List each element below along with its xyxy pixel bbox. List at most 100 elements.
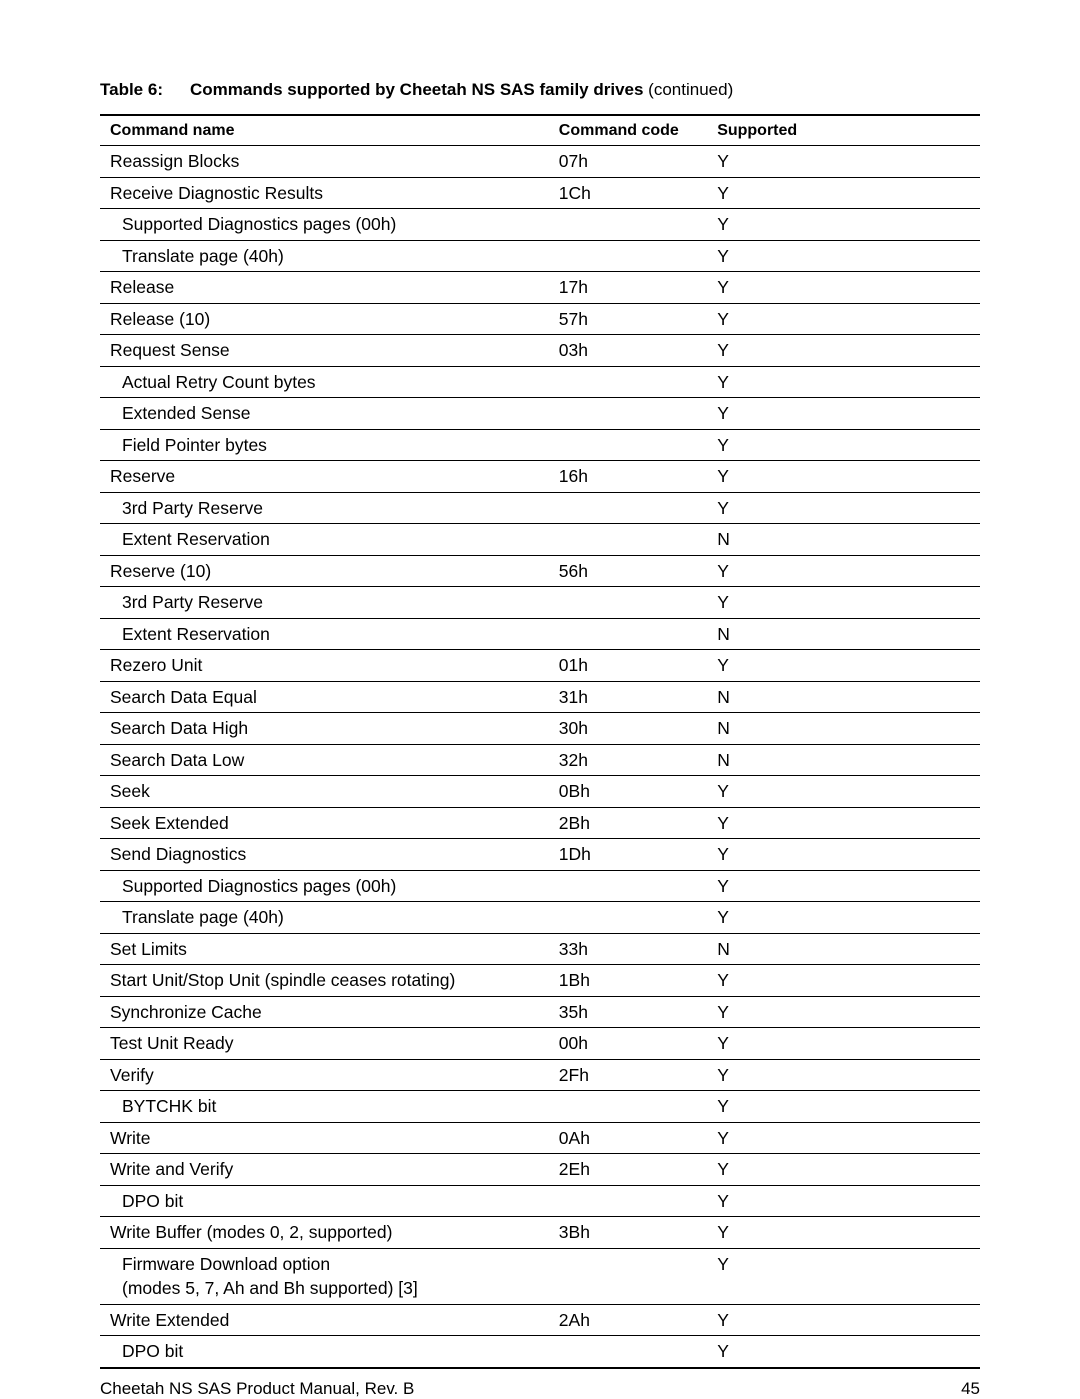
cell-command-code [549, 240, 707, 272]
cell-command-name: Receive Diagnostic Results [100, 177, 549, 209]
cell-command-name: Extent Reservation [100, 618, 549, 650]
cell-supported: Y [707, 1122, 980, 1154]
cell-command-code: 3Bh [549, 1217, 707, 1249]
table-header-row: Command name Command code Supported [100, 115, 980, 146]
cell-command-code [549, 1185, 707, 1217]
table-row: Search Data Equal31hN [100, 681, 980, 713]
cell-command-code [549, 524, 707, 556]
cell-command-name: Synchronize Cache [100, 996, 549, 1028]
page-footer: Cheetah NS SAS Product Manual, Rev. B 45 [100, 1368, 980, 1399]
cell-command-code: 1Ch [549, 177, 707, 209]
cell-supported: Y [707, 1217, 980, 1249]
cell-supported: Y [707, 461, 980, 493]
cell-supported: Y [707, 555, 980, 587]
cell-command-name: Search Data High [100, 713, 549, 745]
cell-supported: Y [707, 1304, 980, 1336]
cell-supported: N [707, 713, 980, 745]
cell-command-code: 2Bh [549, 807, 707, 839]
cell-supported: N [707, 681, 980, 713]
cell-command-code: 35h [549, 996, 707, 1028]
cell-supported: Y [707, 1028, 980, 1060]
cell-command-name: 3rd Party Reserve [100, 587, 549, 619]
cell-supported: Y [707, 429, 980, 461]
cell-command-code [549, 902, 707, 934]
cell-command-name: Release (10) [100, 303, 549, 335]
cell-command-name: Request Sense [100, 335, 549, 367]
table-row: Release17hY [100, 272, 980, 304]
cell-command-name: Set Limits [100, 933, 549, 965]
table-row: Write and Verify2EhY [100, 1154, 980, 1186]
cell-command-name: Test Unit Ready [100, 1028, 549, 1060]
table-row: Write Buffer (modes 0, 2, supported)3BhY [100, 1217, 980, 1249]
table-row: Write0AhY [100, 1122, 980, 1154]
table-row: Reserve (10)56hY [100, 555, 980, 587]
cell-supported: Y [707, 492, 980, 524]
table-row: Supported Diagnostics pages (00h) Y [100, 209, 980, 241]
cell-command-name: Write [100, 1122, 549, 1154]
footer-left: Cheetah NS SAS Product Manual, Rev. B [100, 1379, 414, 1399]
cell-supported: Y [707, 902, 980, 934]
cell-command-code: 0Bh [549, 776, 707, 808]
table-row: Reassign Blocks07hY [100, 146, 980, 178]
cell-command-code [549, 1336, 707, 1368]
table-row: Seek Extended2BhY [100, 807, 980, 839]
cell-supported: Y [707, 240, 980, 272]
cell-command-name: Search Data Equal [100, 681, 549, 713]
caption-title: Commands supported by Cheetah NS SAS fam… [190, 80, 733, 100]
cell-command-code: 16h [549, 461, 707, 493]
table-caption: Table 6: Commands supported by Cheetah N… [100, 80, 980, 100]
cell-command-name: Reassign Blocks [100, 146, 549, 178]
table-row: Send Diagnostics1DhY [100, 839, 980, 871]
table-row: Translate page (40h) Y [100, 240, 980, 272]
cell-supported: Y [707, 965, 980, 997]
cell-command-code [549, 429, 707, 461]
cell-command-name: Translate page (40h) [100, 902, 549, 934]
cell-command-name: Write and Verify [100, 1154, 549, 1186]
cell-supported: Y [707, 996, 980, 1028]
table-row: Seek0BhY [100, 776, 980, 808]
cell-command-code: 33h [549, 933, 707, 965]
table-row: Extended SenseY [100, 398, 980, 430]
cell-supported: Y [707, 1185, 980, 1217]
cell-command-name: Supported Diagnostics pages (00h) [100, 209, 549, 241]
cell-supported: Y [707, 870, 980, 902]
cell-command-code [549, 618, 707, 650]
table-row: Start Unit/Stop Unit (spindle ceases rot… [100, 965, 980, 997]
cell-command-code: 32h [549, 744, 707, 776]
cell-command-name: Send Diagnostics [100, 839, 549, 871]
cell-command-code: 1Dh [549, 839, 707, 871]
cell-supported: Y [707, 272, 980, 304]
cell-supported: Y [707, 650, 980, 682]
cell-command-code [549, 366, 707, 398]
cell-command-name: Verify [100, 1059, 549, 1091]
cell-command-code [549, 209, 707, 241]
cell-supported: N [707, 744, 980, 776]
cell-command-name: Translate page (40h) [100, 240, 549, 272]
cell-command-code: 2Fh [549, 1059, 707, 1091]
cell-command-code: 0Ah [549, 1122, 707, 1154]
cell-command-name: Write Buffer (modes 0, 2, supported) [100, 1217, 549, 1249]
caption-label: Table 6: [100, 80, 190, 100]
table-row: Field Pointer bytes Y [100, 429, 980, 461]
cell-supported: Y [707, 335, 980, 367]
cell-supported: Y [707, 1248, 980, 1304]
cell-supported: Y [707, 209, 980, 241]
table-row: Actual Retry Count bytesY [100, 366, 980, 398]
cell-command-code: 1Bh [549, 965, 707, 997]
table-row: Write Extended2AhY [100, 1304, 980, 1336]
header-command-code: Command code [549, 115, 707, 146]
table-row: Verify2FhY [100, 1059, 980, 1091]
cell-command-name: Reserve [100, 461, 549, 493]
commands-table: Command name Command code Supported Reas… [100, 114, 980, 1368]
cell-command-code [549, 1248, 707, 1304]
cell-command-code [549, 870, 707, 902]
table-row: Translate page (40h) Y [100, 902, 980, 934]
header-supported: Supported [707, 115, 980, 146]
caption-title-normal: (continued) [643, 80, 733, 99]
cell-command-code [549, 492, 707, 524]
cell-command-name: DPO bit [100, 1185, 549, 1217]
table-row: Extent ReservationN [100, 618, 980, 650]
cell-supported: N [707, 933, 980, 965]
cell-supported: Y [707, 587, 980, 619]
cell-command-name: Field Pointer bytes [100, 429, 549, 461]
